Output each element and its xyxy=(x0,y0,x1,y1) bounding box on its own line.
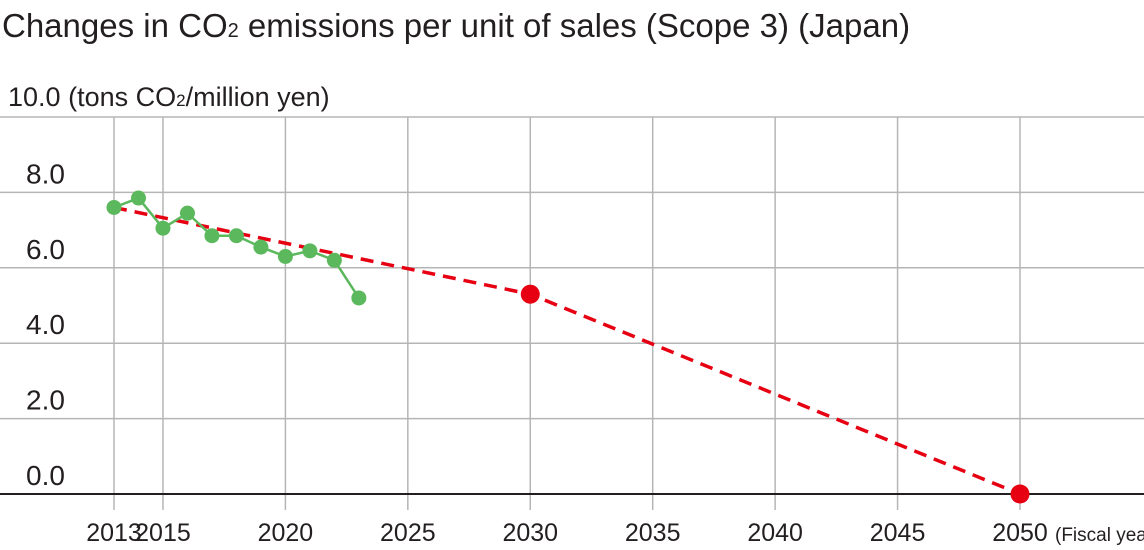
y-tick-labels: 0.0 2.0 4.0 6.0 8.0 xyxy=(26,158,65,491)
y-axis-unit-subscript: 2 xyxy=(176,91,185,110)
actual-point xyxy=(130,190,146,206)
x-tick-label: 2013 xyxy=(86,519,142,547)
y-axis-unit-label: 10.0 (tons CO2/million yen) xyxy=(8,82,330,112)
target-point xyxy=(520,284,540,304)
x-tick-label: 2050 xyxy=(992,519,1048,547)
actual-point xyxy=(326,252,342,268)
y-axis-unit-text: (tons CO xyxy=(68,82,176,112)
actual-point xyxy=(302,243,318,259)
chart-title-post: emissions per unit of sales (Scope 3) (J… xyxy=(239,7,910,44)
chart-title-subscript: 2 xyxy=(228,20,239,42)
target-point xyxy=(1010,484,1030,504)
x-tick-label: 2015 xyxy=(135,519,191,547)
chart-title-pre: Changes in CO xyxy=(2,7,228,44)
grid xyxy=(0,116,1144,510)
x-axis-unit-label: (Fiscal year) xyxy=(1055,525,1144,546)
x-tick-label: 2020 xyxy=(258,519,314,547)
y-axis-unit-pre xyxy=(61,82,69,112)
y-tick-label: 8.0 xyxy=(26,158,65,189)
actual-point xyxy=(106,199,122,215)
y-axis-unit-post: /million yen) xyxy=(186,82,330,112)
actual-point xyxy=(179,205,195,221)
y-tick-label: 0.0 xyxy=(26,460,65,491)
x-tick-label: 2030 xyxy=(502,519,558,547)
y-tick-label: 6.0 xyxy=(26,234,65,265)
actual-point xyxy=(351,290,367,306)
actual-line xyxy=(113,196,360,299)
target-dashed-line xyxy=(113,205,1021,496)
series xyxy=(106,190,1030,504)
y-axis-top-value: 10.0 xyxy=(8,82,61,112)
x-tick-label: 2045 xyxy=(870,519,926,547)
actual-point xyxy=(277,248,293,264)
x-tick-label: 2025 xyxy=(380,519,436,547)
x-tick-label: 2035 xyxy=(625,519,681,547)
actual-point xyxy=(155,220,171,236)
y-tick-label: 2.0 xyxy=(26,385,65,416)
y-tick-label: 4.0 xyxy=(26,309,65,340)
x-tick-label: 2040 xyxy=(747,519,803,547)
actual-point xyxy=(204,228,220,244)
chart-title: Changes in CO2 emissions per unit of sal… xyxy=(2,7,910,44)
actual-point xyxy=(253,239,269,255)
actual-point xyxy=(228,228,244,244)
